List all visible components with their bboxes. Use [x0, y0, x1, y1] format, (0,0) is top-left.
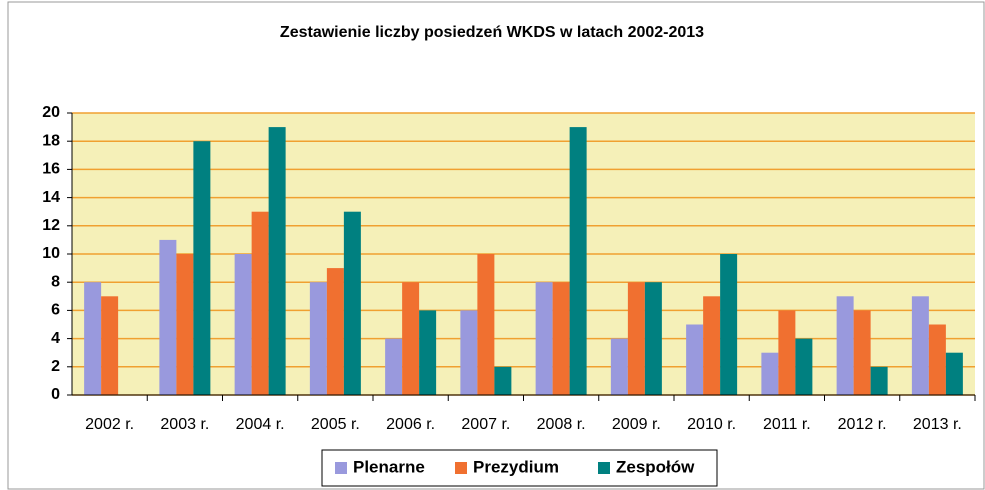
- bar: [460, 310, 478, 395]
- bar: [778, 310, 796, 395]
- y-tick-label: 18: [42, 132, 60, 149]
- bar: [494, 366, 512, 395]
- chart-title: Zestawienie liczby posiedzeń WKDS w lata…: [280, 24, 704, 41]
- bar: [402, 282, 420, 395]
- y-tick-label: 16: [42, 161, 60, 178]
- x-tick-label: 2003 r.: [160, 416, 209, 433]
- bar: [234, 254, 252, 395]
- bar: [627, 282, 645, 395]
- x-tick-label: 2005 r.: [311, 416, 360, 433]
- legend-label: Plenarne: [353, 457, 425, 476]
- bar: [477, 254, 495, 395]
- x-tick-label: 2007 r.: [461, 416, 510, 433]
- bar: [385, 338, 403, 395]
- bar: [251, 211, 269, 395]
- bar: [101, 296, 119, 395]
- y-tick-label: 14: [42, 189, 60, 206]
- x-tick-label: 2010 r.: [687, 416, 736, 433]
- x-tick-label: 2006 r.: [386, 416, 435, 433]
- y-tick-label: 6: [51, 302, 60, 319]
- bar: [703, 296, 721, 395]
- y-tick-label: 4: [51, 330, 60, 347]
- bar: [720, 254, 738, 395]
- y-tick-label: 20: [42, 104, 60, 121]
- x-tick-label: 2009 r.: [612, 416, 661, 433]
- x-tick-label: 2004 r.: [236, 416, 285, 433]
- legend-label: Prezydium: [473, 457, 559, 476]
- legend-label: Zespołów: [616, 457, 695, 476]
- x-tick-label: 2012 r.: [838, 416, 887, 433]
- legend-box: [321, 449, 718, 487]
- y-tick-label: 8: [51, 273, 60, 290]
- bar: [945, 352, 963, 395]
- bar: [853, 310, 871, 395]
- bar: [176, 254, 194, 395]
- bar: [552, 282, 570, 395]
- bar: [610, 338, 628, 395]
- x-tick-label: 2011 r.: [763, 416, 811, 433]
- bar: [159, 239, 177, 395]
- bar: [928, 324, 946, 395]
- bar: [870, 366, 888, 395]
- bar: [644, 282, 662, 395]
- y-tick-label: 0: [51, 386, 60, 403]
- x-tick-label: 2002 r.: [85, 416, 134, 433]
- bar: [836, 296, 854, 395]
- bar: [569, 127, 587, 395]
- y-tick-label: 2: [51, 358, 60, 375]
- y-tick-label: 10: [42, 245, 60, 262]
- x-tick-label: 2008 r.: [537, 416, 586, 433]
- bar: [309, 282, 327, 395]
- bar: [795, 338, 813, 395]
- bar: [268, 127, 286, 395]
- bar: [419, 310, 437, 395]
- bar: [193, 141, 211, 395]
- bar: [84, 282, 102, 395]
- legend-swatch: [335, 462, 347, 474]
- bar: [686, 324, 704, 395]
- legend-swatch: [598, 462, 610, 474]
- bar: [911, 296, 929, 395]
- x-tick-label: 2013 r.: [913, 416, 962, 433]
- bar: [326, 268, 344, 395]
- bar: [761, 352, 779, 395]
- legend-swatch: [455, 462, 467, 474]
- bar: [343, 211, 361, 395]
- y-tick-label: 12: [42, 217, 60, 234]
- bar: [535, 282, 553, 395]
